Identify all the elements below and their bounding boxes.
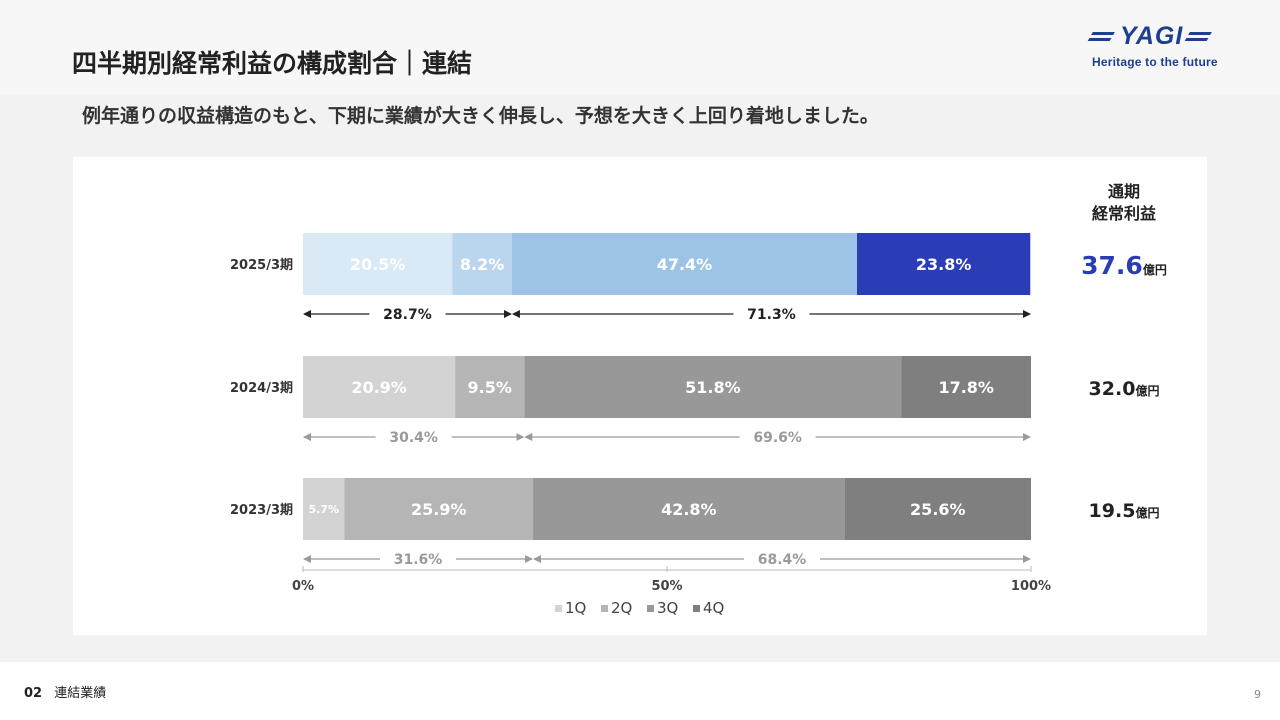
section-number: 02	[24, 686, 43, 701]
header-band	[0, 0, 1280, 94]
logo-stripe-right	[1188, 32, 1213, 35]
bars-layer: 2025/3期 20.5% 8.2% 47.4% 23.8% 28.7% 71.3% 37.6…	[230, 233, 1167, 568]
bar-segment	[452, 233, 512, 295]
legend-label: 1Q	[565, 599, 586, 617]
half-year-label: 30.4%	[389, 430, 438, 446]
half-year-label: 28.7%	[383, 307, 432, 323]
x-axis: 0% 50% 100%	[292, 566, 1051, 594]
bar-data-label: 42.8%	[661, 500, 717, 519]
annual-header-line: 通期	[1108, 182, 1140, 201]
bar-data-label: 51.8%	[685, 378, 741, 397]
bar-segment	[844, 478, 1031, 540]
page-subtitle: 例年通りの収益構造のもと、下期に業績が大きく伸長し、予想を大きく上回り着地しまし…	[82, 105, 879, 127]
bar-data-label: 17.8%	[938, 378, 994, 397]
half-year-label: 68.4%	[758, 552, 807, 568]
bar-segment	[901, 356, 1031, 418]
bar-data-label: 20.5%	[350, 255, 406, 274]
logo-tagline: Heritage to the future	[1092, 55, 1218, 69]
legend-swatch	[555, 605, 562, 612]
x-tick-label: 0%	[292, 579, 314, 594]
annual-total: 32.0億円	[1089, 378, 1160, 400]
bar-data-label: 25.6%	[910, 500, 966, 519]
bar-segment	[533, 478, 845, 540]
bar-segment	[303, 233, 453, 295]
bar-data-label: 20.9%	[351, 378, 407, 397]
legend-label: 2Q	[611, 599, 632, 617]
half-year-label: 31.6%	[394, 552, 443, 568]
category-label: 2024/3期	[230, 381, 293, 396]
section-label: 連結業績	[54, 686, 107, 701]
annual-total: 37.6億円	[1081, 251, 1167, 280]
logo-brand: YAGI	[1120, 22, 1184, 50]
page-number: 9	[1254, 688, 1261, 701]
footer-section: 02 連結業績	[24, 682, 106, 701]
company-logo: YAGI Heritage to the future	[1091, 22, 1252, 78]
legend-swatch	[647, 605, 654, 612]
chart-panel: 通期経常利益 2025/3期 20.5% 8.2% 47.4% 23.8% 28.7% 71…	[73, 157, 1207, 635]
bar-data-label: 8.2%	[460, 255, 504, 274]
bar-segment	[857, 233, 1031, 295]
page-title: 四半期別経常利益の構成割合｜連結	[72, 49, 473, 78]
bar-segment	[511, 233, 858, 295]
bar-segment	[455, 356, 525, 418]
category-label: 2025/3期	[230, 258, 293, 273]
bar-data-label: 23.8%	[916, 255, 972, 274]
bar-data-label: 25.9%	[411, 500, 467, 519]
bar-data-label: 47.4%	[657, 255, 713, 274]
legend-swatch	[693, 605, 700, 612]
x-tick-label: 50%	[651, 579, 682, 594]
footer-band	[0, 662, 1280, 720]
legend-swatch	[601, 605, 608, 612]
legend-label: 3Q	[657, 599, 678, 617]
bar-segment	[524, 356, 902, 418]
bar-data-label: 5.7%	[308, 503, 339, 516]
bar-data-label: 9.5%	[468, 378, 512, 397]
category-label: 2023/3期	[230, 503, 293, 518]
legend-label: 4Q	[703, 599, 724, 617]
annual-total: 19.5億円	[1089, 500, 1160, 522]
bar-segment	[303, 356, 456, 418]
legend: 1Q 2Q 3Q 4Q	[555, 599, 724, 617]
half-year-label: 69.6%	[753, 430, 802, 446]
logo-wordmark: YAGI	[1091, 22, 1252, 51]
x-tick-label: 100%	[1011, 579, 1051, 594]
annual-header-line: 経常利益	[1092, 204, 1156, 223]
logo-stripe-left	[1091, 32, 1115, 35]
half-year-label: 71.3%	[747, 307, 796, 323]
bar-segment	[303, 478, 345, 540]
bar-segment	[344, 478, 534, 540]
